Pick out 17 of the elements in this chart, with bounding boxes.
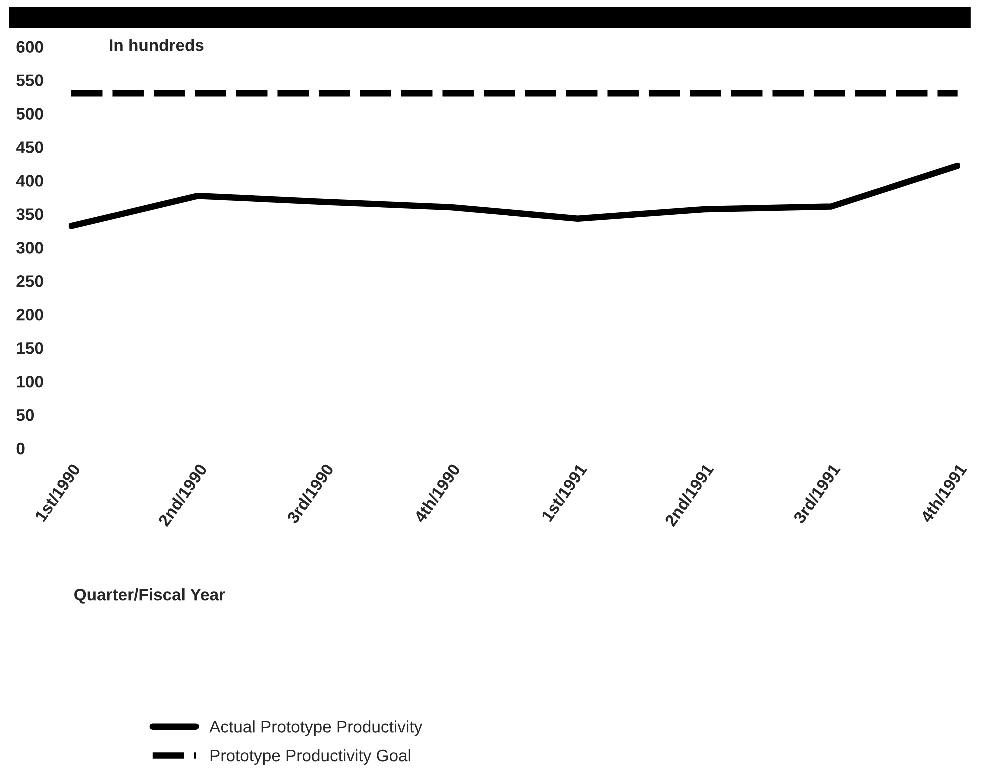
y-tick-label: 50 bbox=[16, 409, 34, 422]
y-tick-label: 0 bbox=[16, 442, 25, 455]
y-tick-label: 150 bbox=[17, 342, 44, 354]
x-axis-title: Quarter/Fiscal Year bbox=[74, 588, 226, 604]
y-tick-label: 200 bbox=[16, 309, 44, 321]
y-tick-label: 450 bbox=[16, 142, 44, 154]
y-axis-title: In hundreds bbox=[110, 39, 204, 52]
y-tick-label: 100 bbox=[17, 376, 44, 388]
legend-label: Prototype Productivity Goal bbox=[210, 749, 410, 765]
y-tick-label: 550 bbox=[16, 74, 44, 86]
y-tick-label: 350 bbox=[16, 208, 44, 220]
y-tick-label: 500 bbox=[16, 108, 44, 120]
y-tick-label: 300 bbox=[16, 242, 44, 254]
y-tick-label: 400 bbox=[16, 175, 44, 187]
legend-label: Actual Prototype Productivity bbox=[210, 720, 423, 736]
y-tick-label: 600 bbox=[16, 41, 44, 54]
y-tick-label: 250 bbox=[16, 276, 44, 288]
